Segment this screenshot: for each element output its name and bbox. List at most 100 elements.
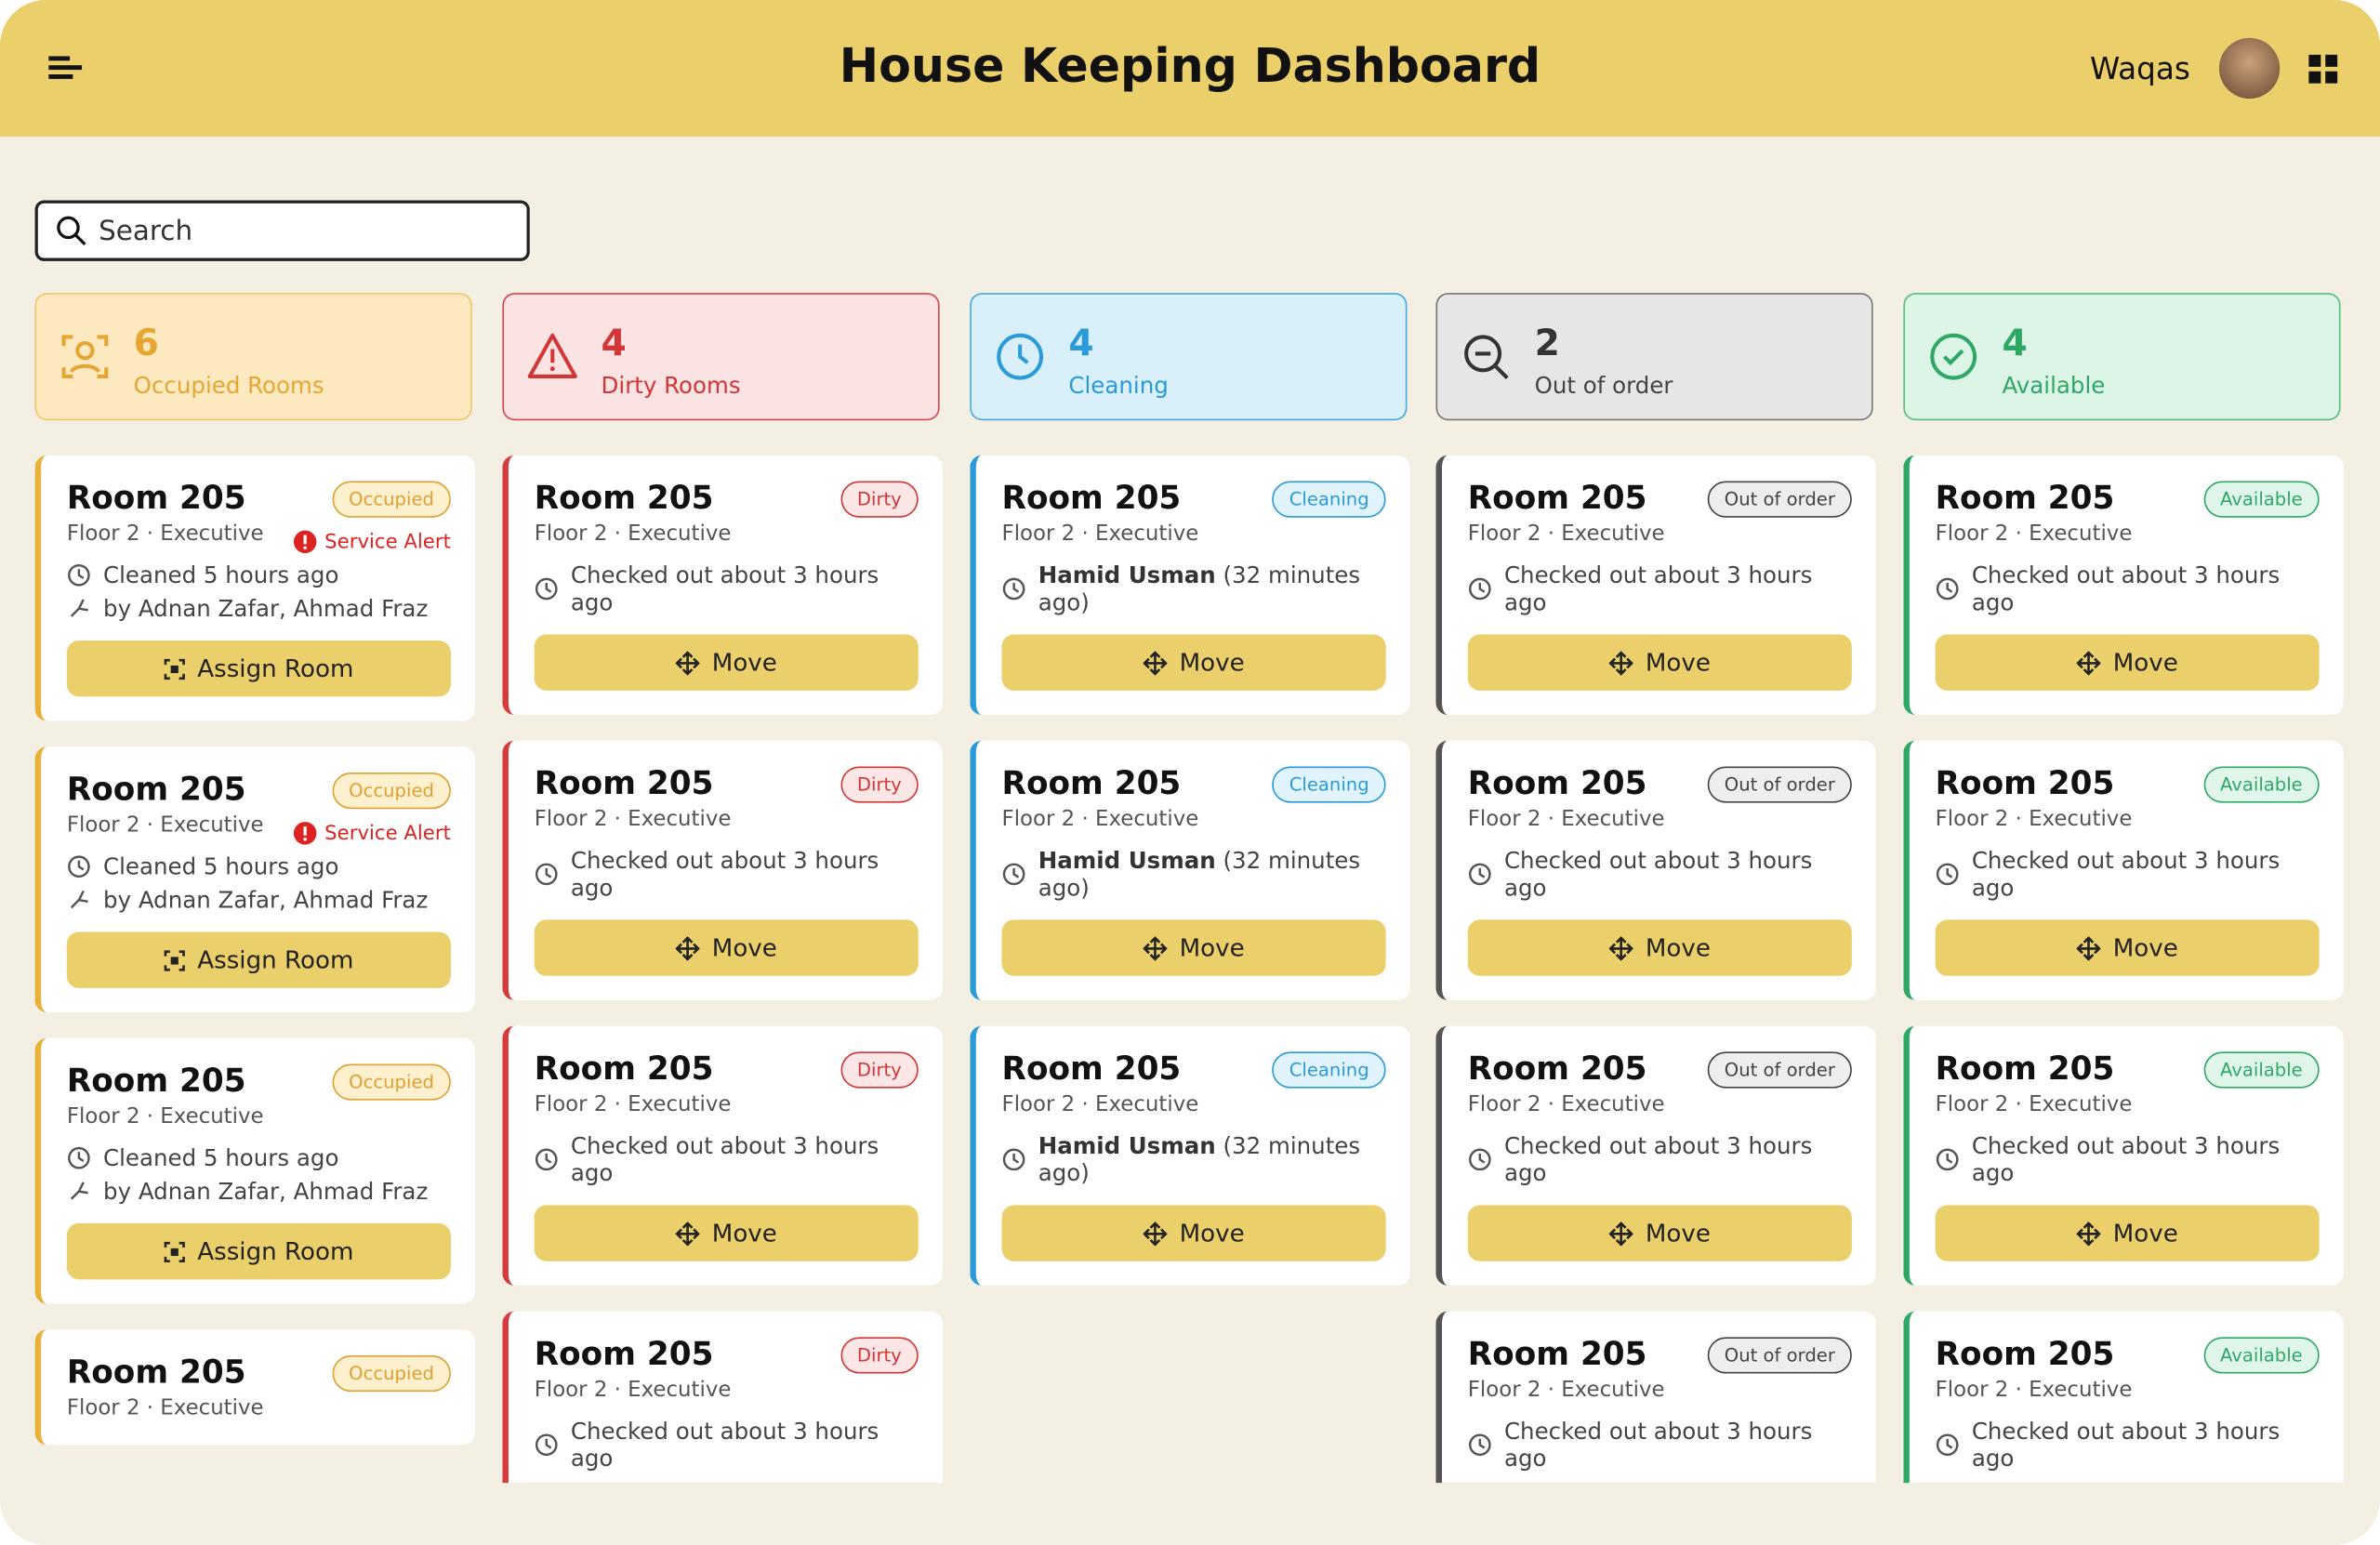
summary-label: Occupied Rooms [133, 371, 324, 400]
button-icon [2076, 935, 2101, 960]
clock-icon [67, 1146, 91, 1170]
summary-label: Dirty Rooms [601, 371, 741, 400]
action-button[interactable]: Assign Room [66, 640, 451, 697]
button-label: Move [1645, 648, 1711, 678]
action-button[interactable]: Move [1001, 1205, 1386, 1261]
action-button[interactable]: Move [1935, 919, 2320, 976]
button-icon [1608, 1221, 1633, 1246]
status-badge: Dirty [840, 1051, 919, 1089]
room-name: Room 205 [1467, 1335, 1647, 1372]
action-button[interactable]: Move [1001, 919, 1386, 976]
action-button[interactable]: Move [1935, 634, 2320, 691]
summary-card[interactable]: 4 Cleaning [970, 293, 1408, 421]
clock-icon-svg [1936, 1433, 1959, 1457]
room-card: Room 205 Out of order Floor 2 · Executive C… [1435, 1025, 1876, 1286]
button-label: Assign Room [197, 654, 354, 683]
status-badge: Available [2203, 766, 2320, 803]
clock-icon [67, 854, 91, 878]
action-button[interactable]: Move [1467, 919, 1852, 976]
action-button[interactable]: Move [1001, 634, 1386, 691]
action-button[interactable]: Move [534, 1205, 919, 1261]
room-floor: Floor 2 · Executive [534, 1092, 732, 1117]
cleaner-row: by Adnan Zafar, Ahmad Fraz [67, 595, 451, 622]
info-detail: Checked out about 3 hours ago [570, 561, 879, 616]
room-floor: Floor 2 · Executive [1935, 522, 2133, 547]
info-text: Checked out about 3 hours ago [571, 1132, 919, 1187]
action-button[interactable]: Move [1467, 634, 1852, 691]
button-icon [675, 1221, 700, 1246]
status-column: Room 205 Cleaning Floor 2 · Executive Hamid… [970, 455, 1410, 1483]
clock-icon [1936, 1433, 1960, 1457]
action-button[interactable]: Move [534, 634, 919, 691]
button-icon-svg [1143, 935, 1168, 960]
room-name: Room 205 [1935, 479, 2115, 517]
apps-icon[interactable] [2308, 54, 2338, 84]
summary-count: 4 [2002, 322, 2028, 364]
room-card: Room 205 Available Floor 2 · Executive Chec… [1903, 1311, 2344, 1484]
summary-card[interactable]: 4 Dirty Rooms [502, 293, 940, 421]
alert-text: Service Alert [324, 530, 451, 554]
button-label: Move [1645, 933, 1711, 963]
room-floor: Floor 2 · Executive [534, 522, 732, 547]
button-label: Move [1179, 1219, 1245, 1248]
status-column: Room 205 Dirty Floor 2 · Executive Checked … [502, 455, 943, 1484]
room-card: Room 205 Available Floor 2 · Executive Chec… [1903, 1025, 2344, 1286]
summary-card[interactable]: 6 Occupied Rooms [34, 293, 472, 421]
room-name: Room 205 [534, 1050, 714, 1087]
status-badge: Available [2203, 481, 2320, 518]
search-box[interactable]: Search [34, 200, 530, 261]
status-badge: Available [2203, 1337, 2320, 1374]
action-button[interactable]: Move [1935, 1205, 2320, 1261]
status-column: Room 205 Out of order Floor 2 · Executive C… [1435, 455, 1876, 1484]
broom-icon [67, 888, 91, 912]
action-button[interactable]: Move [1467, 1205, 1852, 1261]
button-icon-svg [675, 935, 700, 960]
room-card: Room 205 Occupied Floor 2 · Executive Clean… [34, 1037, 476, 1304]
info-text: Checked out about 3 hours ago [571, 561, 919, 616]
info-text: Hamid Usman (32 minutes ago) [1038, 847, 1386, 902]
button-label: Assign Room [197, 945, 354, 975]
clock-icon-svg [1468, 1433, 1491, 1457]
status-badge: Available [2203, 1051, 2320, 1089]
room-name: Room 205 [1935, 1050, 2115, 1087]
room-card: Room 205 Available Floor 2 · Executive Chec… [1903, 455, 2344, 715]
summary-label: Cleaning [1068, 371, 1169, 400]
summary-card[interactable]: 4 Available [1903, 293, 2341, 421]
button-icon-svg [1143, 1221, 1168, 1246]
summary-icon [61, 335, 109, 378]
button-icon [675, 935, 700, 960]
info-row: Hamid Usman (32 minutes ago) [1002, 1132, 1386, 1187]
info-detail: Checked out about 3 hours ago [1503, 1417, 1813, 1472]
search-placeholder: Search [99, 215, 193, 247]
cleaner-text: by Adnan Zafar, Ahmad Fraz [103, 1177, 429, 1206]
summary-count: 2 [1534, 322, 1560, 364]
room-floor: Floor 2 · Executive [1467, 1092, 1665, 1117]
button-label: Move [2112, 1219, 2178, 1248]
summary-card[interactable]: 2 Out of order [1435, 293, 1873, 421]
room-name: Room 205 [1001, 764, 1182, 802]
summary-count: 4 [1068, 322, 1094, 364]
action-button[interactable]: Assign Room [66, 931, 451, 988]
button-icon [675, 650, 700, 675]
clock-icon-svg [535, 863, 558, 886]
summary-count: 4 [601, 322, 627, 364]
clock-icon [1468, 862, 1492, 886]
info-row: Checked out about 3 hours ago [1936, 847, 2320, 902]
menu-icon[interactable] [48, 56, 83, 80]
room-name: Room 205 [1001, 479, 1182, 517]
avatar[interactable] [2218, 37, 2281, 99]
info-row: Checked out about 3 hours ago [1468, 847, 1852, 902]
button-icon [1608, 650, 1633, 675]
clock-icon-svg [1936, 577, 1959, 601]
room-card: Room 205 Dirty Floor 2 · Executive Checked … [502, 1311, 943, 1484]
info-detail: Checked out about 3 hours ago [1971, 561, 2281, 616]
info-row: Checked out about 3 hours ago [1936, 1418, 2320, 1472]
info-row: Checked out about 3 hours ago [535, 847, 919, 902]
user-name[interactable]: Waqas [2089, 49, 2190, 87]
button-icon-svg [675, 1221, 700, 1246]
action-button[interactable]: Move [534, 919, 919, 976]
clock-icon-svg [1002, 863, 1025, 886]
clock-icon [1468, 1147, 1492, 1171]
action-button[interactable]: Assign Room [66, 1222, 451, 1280]
button-label: Move [1179, 933, 1245, 963]
